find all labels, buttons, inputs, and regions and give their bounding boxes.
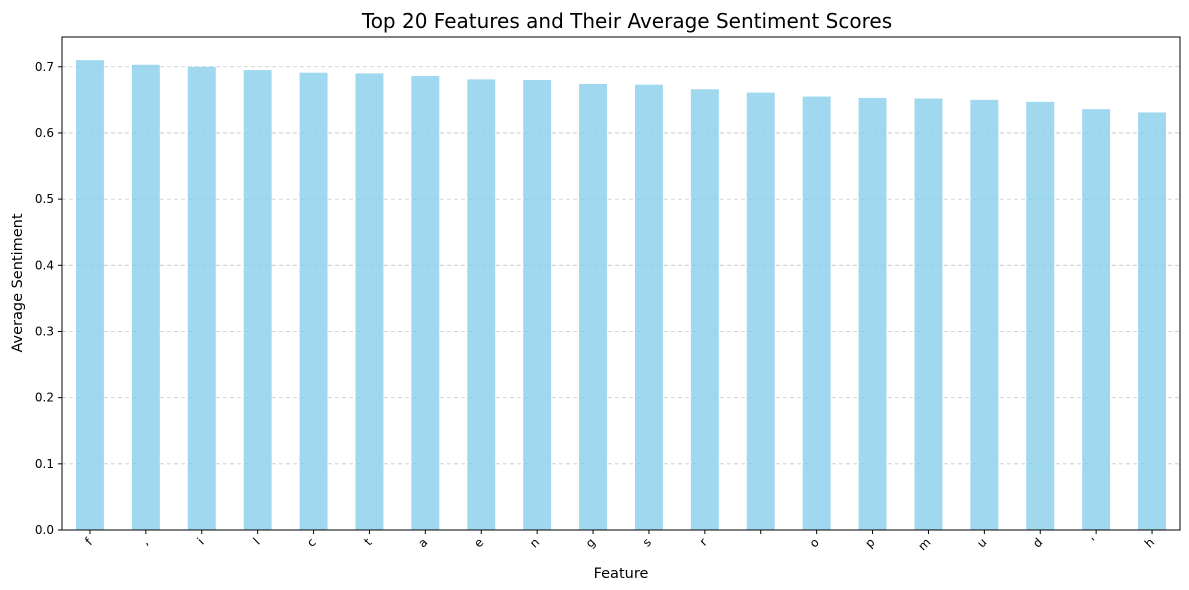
- bar: [746, 92, 775, 530]
- y-tick-label: 0.3: [35, 324, 54, 338]
- x-tick-label: n: [527, 535, 542, 550]
- bar: [187, 66, 216, 530]
- x-tick-label: e: [471, 535, 486, 550]
- x-tick-label: d: [1030, 535, 1045, 550]
- bar: [914, 98, 943, 530]
- x-axis-label: Feature: [594, 566, 649, 582]
- x-tick-label: r: [697, 535, 710, 548]
- x-tick-label: c: [304, 535, 319, 550]
- bar: [75, 60, 104, 531]
- x-tick-label: s: [640, 535, 654, 549]
- bar: [970, 99, 999, 530]
- bar: [1082, 109, 1111, 531]
- bar: [858, 97, 887, 530]
- grid-lines: [62, 66, 1180, 531]
- bar: [634, 84, 663, 531]
- y-tick-label: 0.4: [35, 258, 54, 272]
- x-tick-label: h: [1142, 535, 1157, 550]
- x-tick-label: t: [361, 535, 374, 548]
- x-tick-label: ,: [138, 535, 151, 548]
- x-tick-label: a: [415, 535, 430, 550]
- bar: [355, 73, 384, 531]
- plot-frame: [61, 36, 1181, 531]
- y-tick-label: 0.7: [35, 60, 54, 74]
- bar: [802, 96, 831, 531]
- y-axis-label: Average Sentiment: [10, 213, 26, 352]
- x-tick-label: l: [251, 535, 263, 547]
- bar: [1138, 112, 1167, 530]
- bar: [467, 79, 496, 530]
- y-tick-label: 0.0: [35, 523, 54, 537]
- bar: [579, 83, 608, 531]
- bar: [523, 80, 552, 530]
- bar: [1026, 101, 1055, 530]
- x-tick-label: u: [974, 535, 989, 550]
- bars: [75, 60, 1167, 531]
- x-tick-label: f: [82, 535, 95, 548]
- x-tick-label: o: [807, 535, 822, 550]
- x-tick-label: m: [915, 535, 933, 553]
- y-axis-ticks: 0.0 0.1 0.2 0.3 0.4 0.5 0.6 0.7: [35, 60, 62, 537]
- bar: [131, 64, 160, 531]
- chart-title: Top 20 Features and Their Average Sentim…: [361, 9, 892, 33]
- bar: [243, 70, 272, 530]
- x-tick-label: ': [1089, 535, 1101, 547]
- x-tick-label: p: [862, 535, 877, 550]
- x-axis-ticks: f, i l c t a e n g s r o p m u d ' h: [82, 530, 1157, 553]
- y-tick-label: 0.6: [35, 126, 54, 140]
- y-tick-label: 0.1: [35, 457, 54, 471]
- y-tick-label: 0.2: [35, 391, 54, 405]
- bar: [411, 76, 440, 530]
- y-tick-label: 0.5: [35, 192, 54, 206]
- x-tick-label: i: [195, 535, 207, 547]
- bar: [690, 89, 719, 530]
- x-tick-label: g: [583, 535, 598, 550]
- bar: [299, 72, 328, 531]
